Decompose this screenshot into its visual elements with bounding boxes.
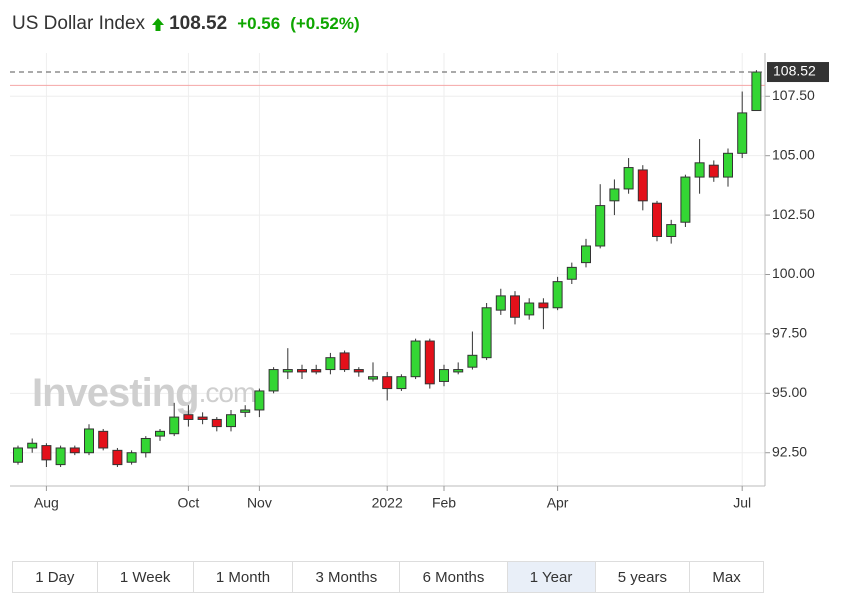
- y-tick-label: 107.50: [772, 87, 815, 103]
- range-button[interactable]: 5 years: [596, 562, 691, 592]
- candle-body: [226, 414, 236, 428]
- candle-body: [140, 437, 151, 454]
- range-button[interactable]: 1 Month: [194, 562, 294, 592]
- candle-body: [737, 112, 748, 154]
- candle-body: [297, 369, 307, 373]
- candle-body: [27, 442, 38, 449]
- x-tick-label: Oct: [178, 495, 200, 511]
- candle-body: [751, 71, 762, 112]
- x-tick-label: Feb: [432, 495, 456, 511]
- watermark-brand: Investing: [32, 371, 199, 415]
- candle-body: [112, 449, 123, 466]
- candle-body: [339, 352, 350, 371]
- up-arrow-icon: [152, 18, 165, 31]
- candle-body: [538, 302, 549, 309]
- candle-body: [254, 390, 265, 411]
- last-price-label: 108.52: [773, 63, 816, 79]
- candle-body: [666, 224, 677, 237]
- candle-body: [183, 414, 194, 420]
- y-tick-label: 105.00: [772, 146, 815, 162]
- candle-body: [495, 295, 506, 311]
- range-button[interactable]: 1 Week: [98, 562, 194, 592]
- x-tick-label: Aug: [34, 495, 59, 511]
- candle-body: [652, 202, 662, 237]
- candle-body: [552, 281, 563, 309]
- candle-body: [410, 340, 421, 378]
- candle-body: [595, 205, 606, 247]
- candle-body: [98, 430, 109, 449]
- y-tick-label: 100.00: [772, 265, 815, 281]
- y-tick-label: 92.50: [772, 443, 807, 459]
- candle-body: [268, 369, 279, 392]
- x-tick-label: Apr: [547, 495, 569, 511]
- candle-body: [84, 428, 94, 454]
- candle-body: [581, 245, 591, 264]
- watermark-domain: .com: [199, 377, 256, 408]
- candle-body: [126, 452, 137, 463]
- y-tick-label: 95.00: [772, 384, 807, 400]
- range-button[interactable]: 1 Year: [507, 562, 596, 592]
- last-price-box: [767, 62, 829, 83]
- candle-body: [467, 354, 478, 368]
- candle-body: [311, 369, 322, 373]
- candle-body: [637, 169, 648, 202]
- candle-body: [453, 369, 464, 373]
- x-tick-label: Nov: [247, 495, 272, 511]
- range-button[interactable]: 6 Months: [400, 562, 508, 592]
- change-percent: (+0.52%): [290, 14, 360, 33]
- candle-body: [481, 307, 492, 359]
- candle-body: [169, 416, 180, 435]
- candle-body: [155, 430, 165, 437]
- range-button[interactable]: Max: [712, 568, 741, 586]
- candle-body: [13, 447, 23, 463]
- candle-body: [41, 445, 52, 461]
- header: US Dollar Index 108.52 +0.56 (+0.52%): [12, 10, 360, 38]
- candle-body: [69, 447, 80, 454]
- candle-body: [211, 418, 222, 428]
- candle-body: [510, 295, 520, 318]
- chart: Investing.com 92.50 95.00 97.50 100.00 102.5…: [10, 53, 829, 511]
- candle-body: [353, 369, 364, 373]
- candle-body: [694, 162, 705, 178]
- watermark: Investing.com: [32, 371, 255, 415]
- title: US Dollar Index: [12, 13, 146, 34]
- y-tick-label: 97.50: [772, 325, 807, 341]
- candle-body: [197, 416, 208, 420]
- candle-body: [424, 340, 435, 385]
- x-tick-label: 2022: [372, 495, 403, 511]
- candle-body: [325, 357, 336, 371]
- candle-body: [439, 369, 449, 382]
- candle-body: [368, 376, 378, 380]
- candle-body: [680, 176, 691, 223]
- candle-body: [723, 152, 733, 178]
- candle-body: [623, 167, 634, 190]
- candle-body: [282, 369, 293, 373]
- candle-body: [55, 447, 66, 466]
- candle-body: [524, 302, 535, 316]
- x-tick-label: Jul: [733, 495, 751, 511]
- candle-body: [566, 266, 577, 280]
- candle-body: [609, 188, 620, 202]
- change: +0.56: [237, 14, 281, 33]
- candle-body: [396, 376, 407, 390]
- candle-body: [708, 164, 719, 178]
- grid: [10, 53, 765, 486]
- range-button[interactable]: 3 Months: [293, 562, 401, 592]
- range-buttons: 1 Day 1 Week 1 Month 3 Months 6 Months 1 Year…: [12, 561, 764, 593]
- y-tick-label: 102.50: [772, 206, 815, 222]
- candle-body: [382, 376, 393, 390]
- range-button[interactable]: 1 Day: [13, 562, 98, 592]
- candle-body: [240, 409, 251, 413]
- price: 108.52: [169, 13, 228, 34]
